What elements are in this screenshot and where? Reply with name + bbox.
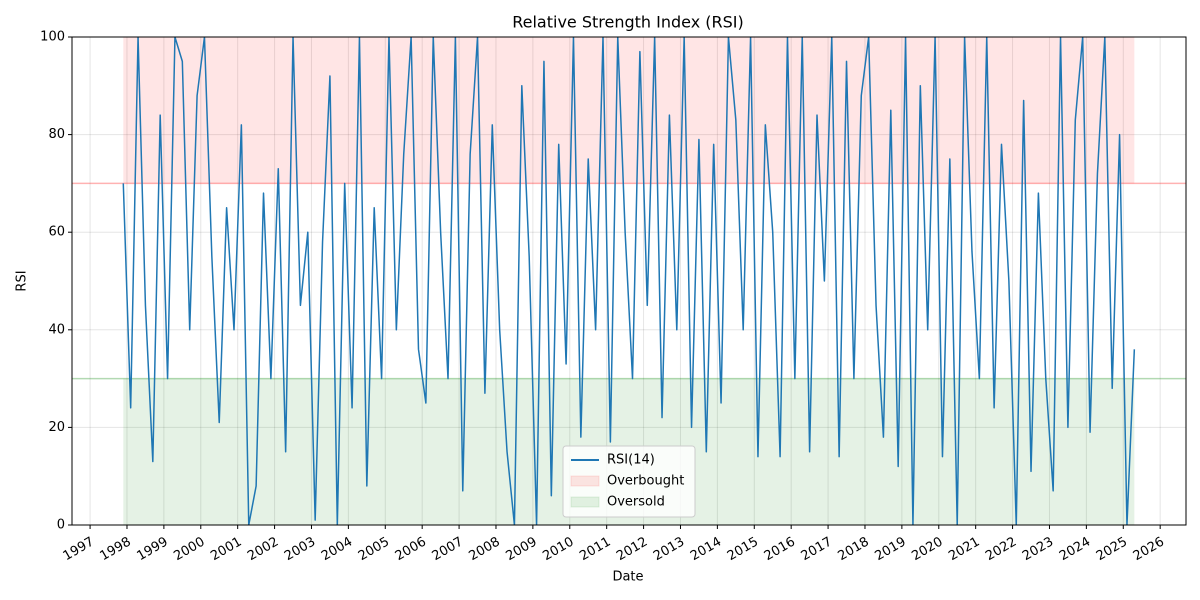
x-tick-label: 2006	[393, 535, 429, 565]
x-tick-label: 2008	[467, 535, 503, 565]
x-tick-label: 2022	[983, 535, 1019, 565]
x-tick-label: 2013	[651, 535, 687, 565]
x-tick-label: 1997	[61, 535, 97, 565]
y-tick-label: 80	[48, 127, 65, 142]
y-tick-label: 0	[57, 518, 65, 533]
y-tick-label: 20	[48, 420, 65, 435]
x-tick-label: 2007	[430, 535, 466, 565]
legend-label: Oversold	[607, 495, 665, 510]
plot-lines	[122, 37, 1136, 525]
legend-box	[562, 445, 696, 518]
x-tick-label: 1998	[98, 535, 134, 565]
legend-label: Overbought	[607, 474, 684, 489]
x-tick-label: 2000	[171, 535, 207, 565]
x-tick-label: 2001	[208, 535, 244, 565]
x-tick-label: 2023	[1020, 535, 1056, 565]
legend-label: RSI(14)	[607, 453, 655, 468]
x-tick-label: 2005	[356, 535, 392, 565]
y-tick-label: 40	[48, 322, 65, 337]
x-tick-label: 2014	[688, 535, 724, 565]
x-tick-label: 2021	[946, 535, 982, 565]
x-tick-label: 2015	[725, 535, 761, 565]
plot-frame	[71, 36, 1187, 526]
x-tick-label: 2004	[319, 535, 355, 565]
y-axis-label: RSI	[15, 270, 30, 291]
x-tick-label: 2017	[799, 535, 835, 565]
x-tick-label: 2024	[1057, 535, 1093, 565]
x-tick-label: 2009	[503, 535, 539, 565]
x-tick-label: 2018	[836, 535, 872, 565]
x-tick-label: 2019	[872, 535, 908, 565]
x-tick-label: 2016	[762, 535, 798, 565]
x-axis-label: Date	[612, 570, 643, 585]
rsi-line	[122, 37, 1136, 525]
x-tick-label: 2012	[614, 535, 650, 565]
legend-swatch	[570, 475, 600, 487]
legend-swatch	[570, 496, 600, 508]
x-tick-label: 2011	[577, 535, 613, 565]
y-tick-label: 100	[40, 30, 65, 45]
x-tick-label: 2010	[540, 535, 576, 565]
x-tick-label: 1999	[134, 535, 170, 565]
x-tick-label: 2003	[282, 535, 318, 565]
y-tick-label: 60	[48, 225, 65, 240]
x-tick-label: 2026	[1131, 535, 1167, 565]
x-tick-label: 2020	[909, 535, 945, 565]
chart-title: Relative Strength Index (RSI)	[512, 13, 744, 32]
band	[123, 37, 1135, 184]
x-tick-label: 2025	[1094, 535, 1130, 565]
x-tick-label: 2002	[245, 535, 281, 565]
